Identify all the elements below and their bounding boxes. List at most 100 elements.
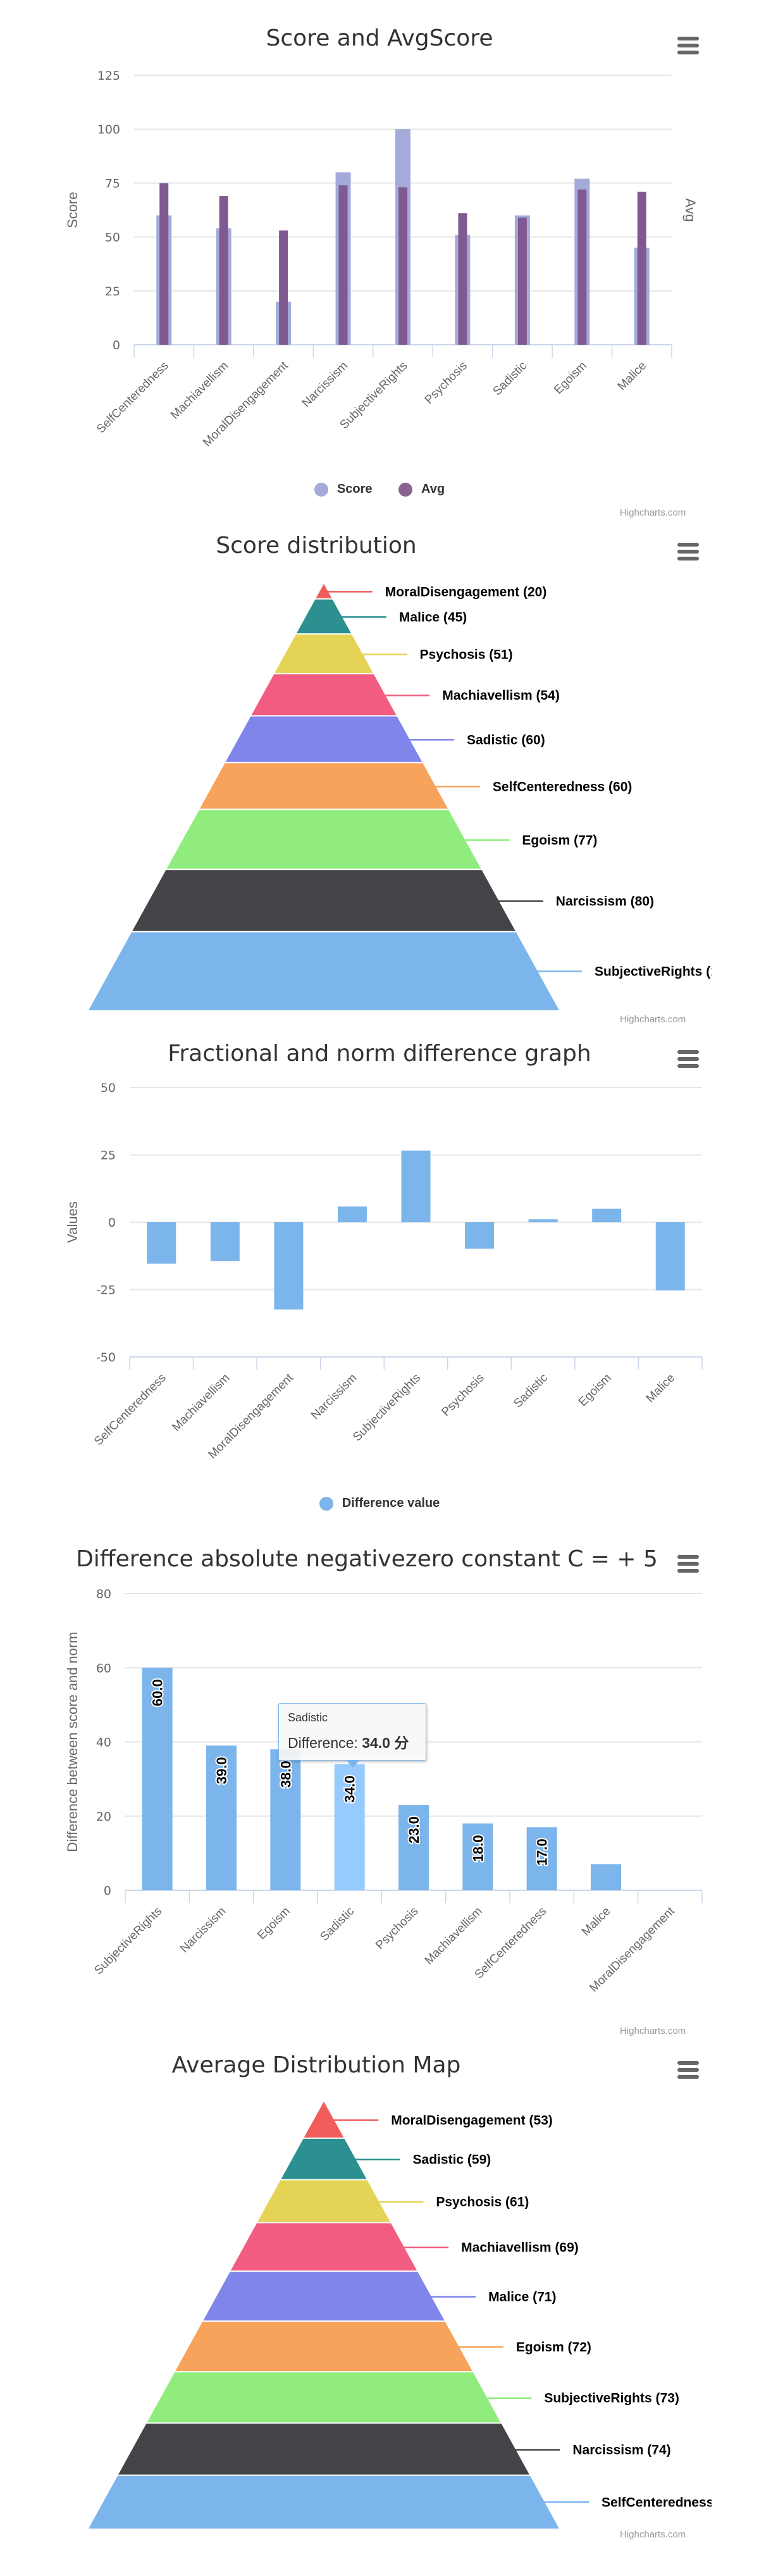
chart-score-avg: Score and AvgScore 0 25 50 75 100 125 Score Avg… xyxy=(0,0,759,519)
legend-label: Avg xyxy=(421,482,445,496)
y-tick-label: -50 xyxy=(96,1351,116,1365)
credits-link[interactable]: Highcharts.com xyxy=(620,2026,686,2036)
x-category-label-sadistic: Sadistic xyxy=(491,359,530,399)
bar-difference-psychosis xyxy=(398,1805,429,1890)
data-label: 39.0 xyxy=(214,1757,230,1784)
legend-symbol xyxy=(398,482,413,497)
y-axis-title-right: Avg xyxy=(682,198,698,222)
bar-difference-value-malice xyxy=(655,1222,685,1291)
pyramid-segment-malice xyxy=(296,599,352,634)
y-axis-title: Score xyxy=(65,192,80,228)
tooltip-value-line: Difference: 34.0 分 xyxy=(288,1731,417,1752)
hamburger-menu-icon[interactable] xyxy=(677,2061,699,2080)
pyramid-label-malice: Malice (45) xyxy=(399,610,467,624)
pyramid-segment-machiavellism xyxy=(251,674,397,715)
chart-title: Score and AvgScore xyxy=(266,25,493,51)
bar-avg-subjectiverights xyxy=(398,187,407,345)
bar-difference-sadistic xyxy=(334,1764,365,1890)
y-tick-label: 25 xyxy=(105,285,120,299)
bar-avg-psychosis xyxy=(458,213,467,345)
legend-item-avg[interactable]: Avg xyxy=(398,482,445,497)
pyramid-plot: MoralDisengagement (53) Sadistic (59) Psyc… xyxy=(89,2102,712,2529)
y-tick-label: 50 xyxy=(101,1081,116,1095)
y-tick-label: 0 xyxy=(108,1216,116,1230)
pyramid-label-psychosis: Psychosis (51) xyxy=(420,648,513,662)
data-label: 17.0 xyxy=(534,1838,550,1866)
y-tick-label: 80 xyxy=(96,1587,111,1601)
hamburger-menu-icon[interactable] xyxy=(677,1050,699,1069)
x-category-label-malice: Malice xyxy=(615,359,650,393)
bar-difference-value-selfcenteredness xyxy=(147,1222,176,1264)
credits-link[interactable]: Highcharts.com xyxy=(620,507,686,518)
legend: Difference value xyxy=(0,1496,759,1514)
pyramid-label-moraldisengagement: MoralDisengagement (20) xyxy=(385,585,547,599)
y-tick-label: 125 xyxy=(97,69,120,83)
bar-difference-subjectiverights xyxy=(142,1668,173,1890)
chart-plot: -50 -25 0 25 50 Values SelfCenteredness Machiav… xyxy=(65,1081,703,1461)
chart-title: Fractional and norm difference graph xyxy=(168,1041,591,1067)
data-label: 38.0 xyxy=(278,1761,293,1788)
x-category-label-sadistic: Sadistic xyxy=(318,1905,357,1944)
x-category-label-egoism: Egoism xyxy=(552,359,589,397)
pyramid-segment-selfcenteredness xyxy=(89,2475,559,2529)
hamburger-menu-icon[interactable] xyxy=(677,543,699,562)
hamburger-menu-icon[interactable] xyxy=(677,1555,699,1574)
bar-difference-narcissism xyxy=(206,1745,237,1890)
bar-avg-malice xyxy=(637,192,646,345)
legend-symbol xyxy=(314,482,328,497)
y-tick-label: 20 xyxy=(96,1810,111,1824)
pyramid-segment-sadistic xyxy=(281,2138,367,2179)
data-label: 18.0 xyxy=(470,1835,486,1862)
pyramid-plot: MoralDisengagement (20) Malice (45) Psycho… xyxy=(89,584,712,1010)
y-tick-label: 75 xyxy=(105,176,120,190)
legend-label: Difference value xyxy=(342,1496,440,1510)
x-category-label-psychosis: Psychosis xyxy=(439,1372,486,1419)
y-tick-label: 0 xyxy=(113,338,120,352)
pyramid-segment-subjectiverights xyxy=(89,932,559,1010)
x-category-label-machiavellism: Machiavellism xyxy=(423,1905,485,1967)
x-category-label-egoism: Egoism xyxy=(576,1372,614,1409)
credits-link[interactable]: Highcharts.com xyxy=(620,2529,686,2540)
bar-difference-value-moraldisengagement xyxy=(274,1222,304,1310)
chart-score-distribution: Score distribution MoralDisengagement (2… xyxy=(0,519,759,1025)
pyramid-label-sadistic: Sadistic (60) xyxy=(467,733,545,747)
chart-title: Difference absolute negativezero constan… xyxy=(76,1546,658,1572)
credits-link[interactable]: Highcharts.com xyxy=(620,1014,686,1025)
tooltip-pointer xyxy=(346,1760,360,1768)
legend-symbol xyxy=(319,1496,333,1511)
x-category-label-sadistic: Sadistic xyxy=(511,1372,550,1411)
y-axis-title: Values xyxy=(65,1201,80,1243)
tooltip: Sadistic Difference: 34.0 分 xyxy=(278,1703,426,1768)
legend-item-difference-value[interactable]: Difference value xyxy=(319,1496,440,1511)
bar-difference-selfcenteredness xyxy=(526,1827,557,1890)
bar-difference-value-subjectiverights xyxy=(401,1150,431,1222)
chart-plot: 0 20 40 60 80 Difference between score and no… xyxy=(65,1587,703,1995)
x-category-label-psychosis: Psychosis xyxy=(373,1905,421,1952)
pyramid-segment-moraldisengagement xyxy=(316,584,332,598)
pyramid-label-selfcenteredness: SelfCenteredness (60) xyxy=(493,779,632,794)
x-category-label-psychosis: Psychosis xyxy=(423,359,470,407)
pyramid-label-subjectiverights: SubjectiveRights (100) xyxy=(595,964,712,979)
pyramid-segment-subjectiverights xyxy=(147,2372,501,2423)
pyramid-segment-moraldisengagement xyxy=(304,2102,344,2138)
x-category-label-narcissism: Narcissism xyxy=(300,359,351,411)
x-category-label-malice: Malice xyxy=(644,1372,678,1406)
pyramid-segment-psychosis xyxy=(275,635,373,673)
x-category-label-subjectiverights: SubjectiveRights xyxy=(92,1905,164,1978)
bar-avg-sadistic xyxy=(517,217,527,345)
data-label: 34.0 xyxy=(342,1776,358,1803)
pyramid-label-egoism: Egoism (77) xyxy=(522,833,597,848)
pyramid-segment-egoism xyxy=(175,2322,472,2372)
pyramid-label-psychosis: Psychosis (61) xyxy=(436,2195,529,2209)
legend-item-score[interactable]: Score xyxy=(314,482,372,497)
hamburger-menu-icon[interactable] xyxy=(677,37,699,56)
pyramid-label-egoism: Egoism (72) xyxy=(516,2340,591,2355)
data-label: 23.0 xyxy=(406,1816,422,1843)
bar-difference-value-sadistic xyxy=(528,1219,558,1222)
legend: Score Avg xyxy=(0,482,759,500)
pyramid-segment-selfcenteredness xyxy=(199,763,448,809)
y-tick-label: -25 xyxy=(96,1284,116,1297)
x-category-label-machiavellism: Machiavellism xyxy=(170,1372,232,1434)
pyramid-label-selfcenteredness: SelfCenteredness (75) xyxy=(602,2495,712,2510)
chart-title: Score distribution xyxy=(216,533,417,559)
